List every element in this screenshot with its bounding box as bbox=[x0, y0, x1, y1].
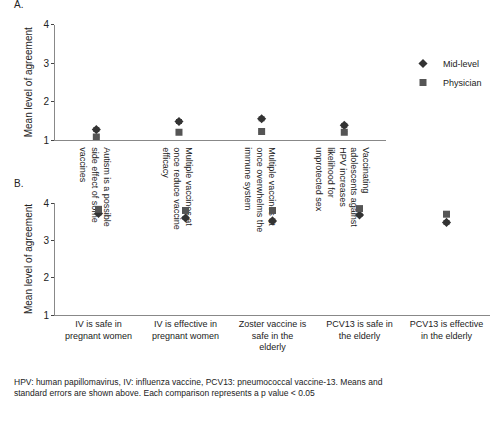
svg-text:HPV: human papillomavirus, IV:: HPV: human papillomavirus, IV: influenza… bbox=[14, 377, 383, 398]
svg-text:1: 1 bbox=[43, 135, 49, 146]
svg-text:Mean level of agreement: Mean level of agreement bbox=[23, 27, 34, 137]
svg-text:3: 3 bbox=[43, 58, 49, 69]
svg-text:Multiple vaccines atonce overw: Multiple vaccines atonce overwhelms thei… bbox=[243, 147, 276, 232]
svg-text:2: 2 bbox=[43, 272, 49, 283]
svg-text:Mid-level: Mid-level bbox=[443, 59, 479, 69]
svg-text:IV is effective inpregnant wom: IV is effective inpregnant women bbox=[152, 319, 219, 341]
svg-text:Physician: Physician bbox=[443, 78, 482, 88]
svg-text:Autism is a possibleside effec: Autism is a possibleside effect of somev… bbox=[78, 147, 111, 227]
svg-text:1: 1 bbox=[43, 310, 49, 321]
svg-text:4: 4 bbox=[43, 198, 49, 209]
svg-text:Vaccinatingadolescents against: Vaccinatingadolescents againstHPV increa… bbox=[314, 147, 371, 227]
svg-text:A.: A. bbox=[14, 0, 23, 10]
svg-text:4: 4 bbox=[43, 19, 49, 30]
svg-text:3: 3 bbox=[43, 235, 49, 246]
svg-text:B.: B. bbox=[14, 178, 23, 189]
svg-text:PCV13 is safe inthe elderly: PCV13 is safe inthe elderly bbox=[326, 319, 393, 341]
svg-text:IV is safe inpregnant women: IV is safe inpregnant women bbox=[65, 319, 132, 341]
svg-text:PCV13 is effectivein the elder: PCV13 is effectivein the elderly bbox=[410, 319, 483, 341]
svg-text:Mean level of agreement: Mean level of agreement bbox=[23, 204, 34, 314]
svg-text:2: 2 bbox=[43, 96, 49, 107]
svg-text:Multiple vaccines atonce reduc: Multiple vaccines atonce reduce vaccinee… bbox=[161, 147, 194, 230]
svg-text:Zoster vaccine issafe in theel: Zoster vaccine issafe in theelderly bbox=[239, 319, 307, 352]
